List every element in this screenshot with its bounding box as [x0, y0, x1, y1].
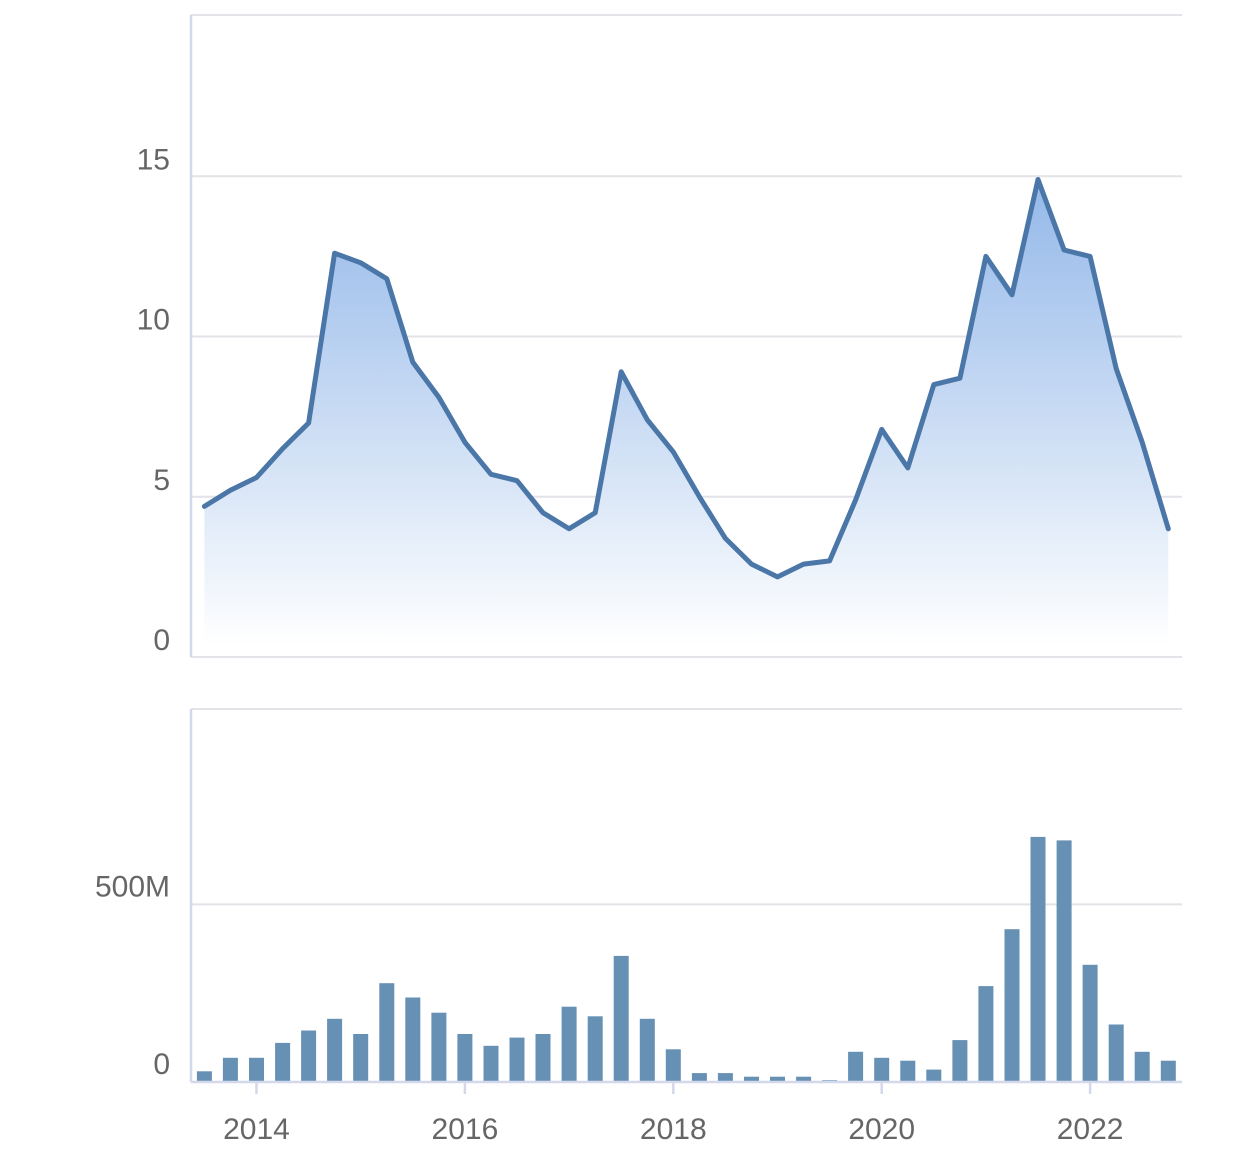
volume-bar	[431, 1012, 447, 1082]
volume-bar	[222, 1057, 238, 1082]
volume-bar	[900, 1060, 916, 1082]
price-panel: 0 5 10 15	[137, 14, 1182, 658]
volume-bar	[1056, 840, 1072, 1082]
x-tick-label: 2014	[223, 1113, 290, 1146]
x-tick-label: 2020	[848, 1113, 915, 1146]
series-area	[204, 179, 1169, 645]
volume-bar	[978, 986, 994, 1082]
volume-bar	[249, 1057, 264, 1082]
volume-bar	[613, 955, 629, 1082]
volume-bar	[301, 1030, 317, 1082]
y-tick-label: 10	[137, 304, 170, 337]
y-tick-label: 0	[153, 1048, 170, 1081]
x-tick-label: 2018	[640, 1113, 707, 1146]
volume-bar	[1004, 929, 1020, 1082]
volume-bar	[874, 1057, 890, 1082]
volume-panel: 0 500M 2014 2016 2018 2020 2022	[95, 708, 1182, 1146]
x-tick-label: 2022	[1057, 1113, 1124, 1146]
volume-bar	[509, 1037, 525, 1082]
volume-bar	[926, 1069, 942, 1082]
volume-bar	[587, 1016, 603, 1082]
volume-bar	[639, 1018, 655, 1082]
volume-bar	[483, 1045, 499, 1082]
volume-bar	[561, 1006, 577, 1082]
y-tick-label: 0	[153, 624, 170, 657]
x-tick-label: 2016	[432, 1113, 499, 1146]
volume-bar	[770, 1076, 785, 1082]
volume-bar	[848, 1051, 864, 1082]
volume-bar	[1082, 964, 1098, 1082]
volume-bar	[1030, 836, 1046, 1082]
volume-bar	[691, 1073, 707, 1082]
volume-bar	[796, 1076, 812, 1082]
volume-bar	[275, 1042, 291, 1082]
volume-bar	[535, 1034, 551, 1082]
volume-bar	[379, 983, 395, 1082]
series-line	[201, 177, 1171, 580]
volume-bar	[665, 1049, 681, 1082]
volume-bar	[952, 1040, 968, 1082]
volume-bar	[1108, 1024, 1124, 1082]
y-tick-label: 15	[137, 143, 170, 176]
y-tick-label: 5	[153, 464, 170, 497]
volume-bar	[457, 1034, 473, 1082]
volume-bar	[717, 1073, 733, 1082]
y-tick-label: 500M	[95, 870, 170, 903]
volume-bar	[353, 1034, 369, 1082]
volume-bar	[744, 1076, 759, 1082]
volume-bar	[405, 997, 421, 1082]
volume-bar	[196, 1071, 212, 1082]
volume-bar	[1134, 1051, 1150, 1082]
volume-bar	[327, 1018, 343, 1082]
volume-bar	[1160, 1060, 1176, 1082]
